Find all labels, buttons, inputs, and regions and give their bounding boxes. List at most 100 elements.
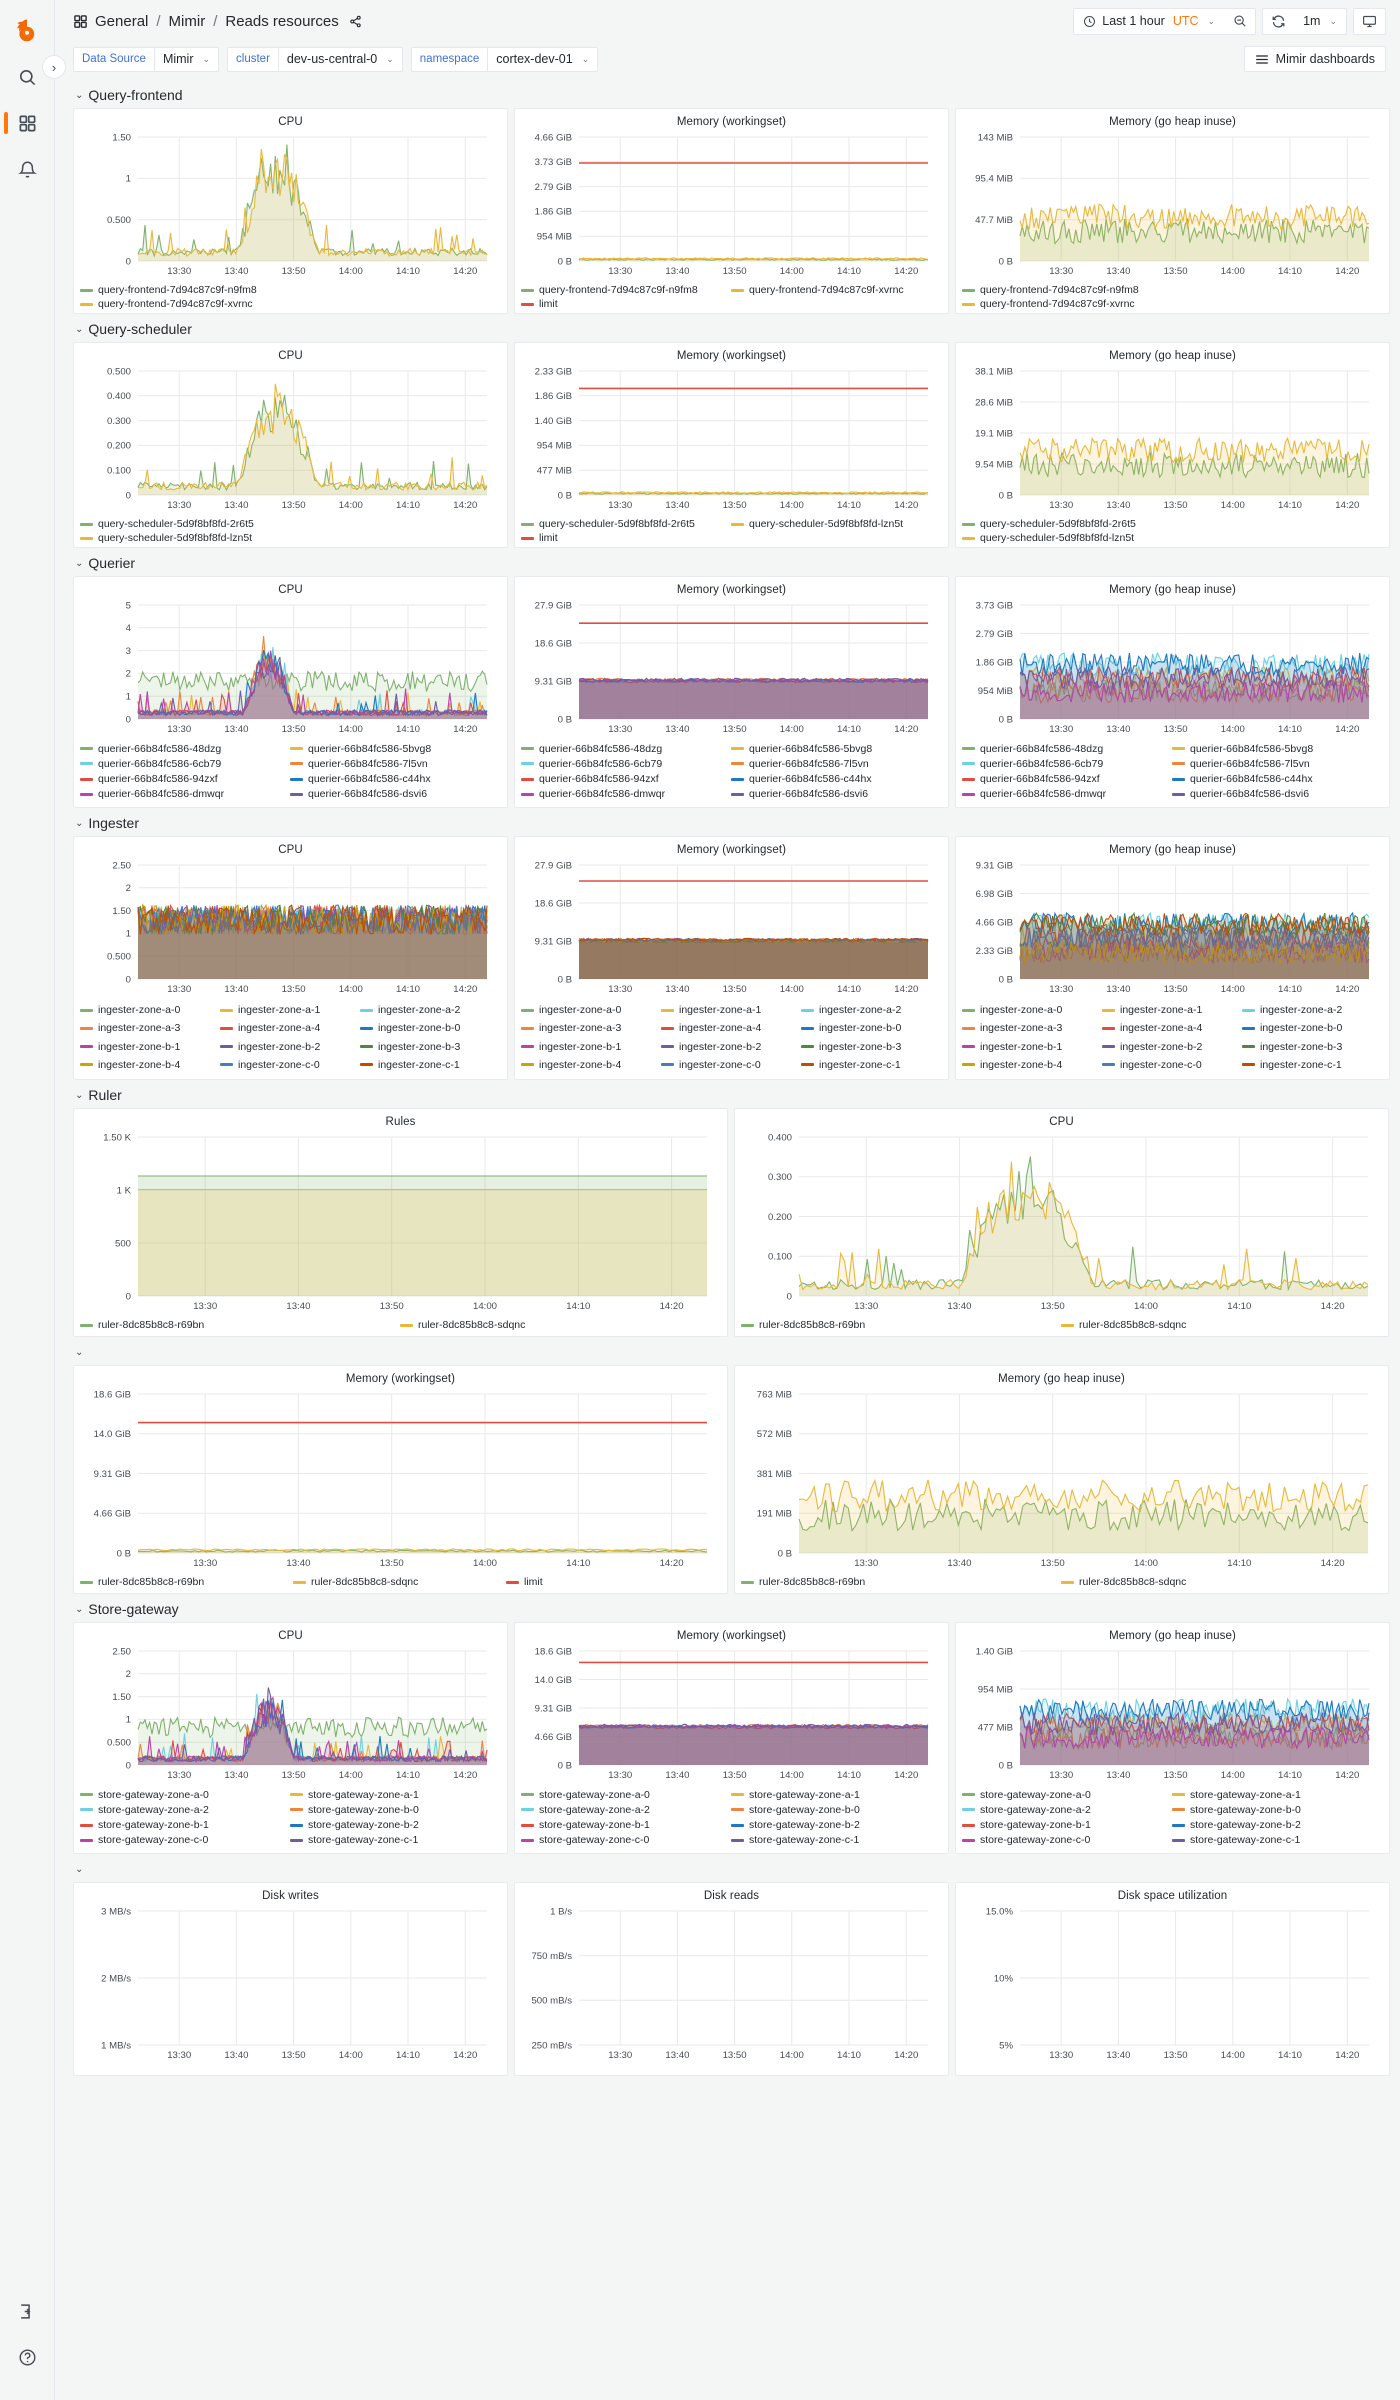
legend-item[interactable]: query-frontend-7d94c87c9f-n9fm8 [80, 283, 501, 297]
panel-chart[interactable]: 0.500 0.400 0.300 0.200 0.100 0 13:30 13:40 13:5… [74, 365, 507, 515]
legend-item[interactable]: querier-66b84fc586-dsvi6 [290, 787, 500, 802]
panel-memory-workingset[interactable]: Memory (workingset) 27.9 GiB 18.6 GiB 9.31 … [514, 836, 949, 1080]
row-header-query-scheduler[interactable]: ⌄ Query-scheduler [75, 318, 1390, 340]
legend-item[interactable]: query-frontend-7d94c87c9f-n9fm8 [521, 283, 731, 297]
legend-item[interactable]: store-gateway-zone-b-2 [1172, 1818, 1382, 1833]
panel-disk-writes[interactable]: Disk writes 3 MB/s 2 MB/s 1 MB/s 13:30 13:40 1… [73, 1882, 508, 2076]
legend-item[interactable]: query-frontend-7d94c87c9f-xvrnc [731, 283, 941, 297]
panel-chart[interactable]: 3 MB/s 2 MB/s 1 MB/s 13:30 13:40 13:50 14:00 14… [74, 1905, 507, 2065]
breadcrumb-dashboard[interactable]: Reads resources [225, 12, 339, 30]
panel-chart[interactable]: 27.9 GiB 18.6 GiB 9.31 GiB 0 B 13:30 13:40 13:… [515, 599, 948, 739]
panel-chart[interactable]: 1.50 K 1 K 500 0 13:30 13:40 13:50 14:00 14:10 14… [74, 1131, 727, 1316]
legend-item[interactable]: store-gateway-zone-b-0 [731, 1802, 941, 1817]
legend-item[interactable]: ingester-zone-a-3 [521, 1019, 661, 1037]
panel-memory-go-heap-inuse[interactable]: Memory (go heap inuse) 1.40 GiB 954 MiB 477… [955, 1622, 1390, 1854]
row-header-untitled-7[interactable]: ⌄ [75, 1858, 1390, 1880]
panel-chart[interactable]: 38.1 MiB 28.6 MiB 19.1 MiB 9.54 MiB 0 B 13:30… [956, 365, 1389, 515]
panel-memory-go-heap-inuse[interactable]: Memory (go heap inuse) 38.1 MiB 28.6 MiB 19… [955, 342, 1390, 548]
panel-memory-workingset[interactable]: Memory (workingset) 27.9 GiB 18.6 GiB 9.31 … [514, 576, 949, 808]
legend-item[interactable]: querier-66b84fc586-c44hx [731, 772, 941, 787]
legend-item[interactable]: query-scheduler-5d9f8bf8fd-2r6t5 [80, 517, 501, 531]
legend-item[interactable]: ingester-zone-c-0 [220, 1056, 360, 1074]
panel-chart[interactable]: 3.73 GiB 2.79 GiB 1.86 GiB 954 MiB 0 B 13:30 1… [956, 599, 1389, 739]
legend-item[interactable]: query-scheduler-5d9f8bf8fd-2r6t5 [962, 517, 1383, 531]
legend-item[interactable]: ingester-zone-a-3 [80, 1019, 220, 1037]
legend-item[interactable]: ruler-8dc85b8c8-r69bn [741, 1575, 1061, 1589]
legend-item[interactable]: querier-66b84fc586-dmwqr [80, 787, 290, 802]
legend-item[interactable]: query-scheduler-5d9f8bf8fd-lzn5t [731, 517, 941, 531]
legend-item[interactable]: store-gateway-zone-a-0 [80, 1787, 290, 1802]
panel-chart[interactable]: 15.0% 10% 5% 13:30 13:40 13:50 14:00 14:10 14:20 [956, 1905, 1389, 2065]
legend-item[interactable]: ingester-zone-b-3 [801, 1038, 941, 1056]
panel-memory-workingset[interactable]: Memory (workingset) 18.6 GiB 14.0 GiB 9.31 … [514, 1622, 949, 1854]
row-header-ingester[interactable]: ⌄ Ingester [75, 812, 1390, 834]
panel-memory-go-heap-inuse[interactable]: Memory (go heap inuse) 143 MiB 95.4 MiB 47.… [955, 108, 1390, 314]
legend-item[interactable]: ingester-zone-c-1 [1242, 1056, 1382, 1074]
legend-item[interactable]: ruler-8dc85b8c8-sdqnc [1061, 1575, 1381, 1589]
panel-chart[interactable]: 0.400 0.300 0.200 0.100 0 13:30 13:40 13:50 14:0… [735, 1131, 1388, 1316]
zoom-out-button[interactable] [1224, 9, 1255, 34]
legend-item[interactable]: querier-66b84fc586-5bvg8 [290, 741, 500, 756]
legend-item[interactable]: limit [521, 531, 731, 545]
legend-item[interactable]: store-gateway-zone-a-0 [521, 1787, 731, 1802]
share-nodes-icon[interactable] [349, 15, 362, 28]
legend-item[interactable]: ruler-8dc85b8c8-sdqnc [400, 1318, 720, 1332]
panel-chart[interactable]: 763 MiB 572 MiB 381 MiB 191 MiB 0 B 13:30 13:4… [735, 1388, 1388, 1573]
panel-chart[interactable]: 18.6 GiB 14.0 GiB 9.31 GiB 4.66 GiB 0 B 13:30… [515, 1645, 948, 1785]
panel-memory-workingset[interactable]: Memory (workingset) 4.66 GiB 3.73 GiB 2.79 … [514, 108, 949, 314]
legend-item[interactable]: store-gateway-zone-c-0 [962, 1833, 1172, 1848]
row-header-ruler[interactable]: ⌄ Ruler [75, 1084, 1390, 1106]
sidebar-item-help[interactable] [0, 2334, 55, 2380]
legend-item[interactable]: store-gateway-zone-a-2 [80, 1802, 290, 1817]
panel-chart[interactable]: 5 4 3 2 1 0 13:30 13:40 13:50 14:00 14:10 14:20 [74, 599, 507, 739]
legend-item[interactable]: ingester-zone-b-2 [1102, 1038, 1242, 1056]
legend-item[interactable]: store-gateway-zone-c-1 [731, 1833, 941, 1848]
panel-chart[interactable]: 143 MiB 95.4 MiB 47.7 MiB 0 B 13:30 13:40 13:5… [956, 131, 1389, 281]
legend-item[interactable]: querier-66b84fc586-48dzg [962, 741, 1172, 756]
breadcrumb-group[interactable]: Mimir [168, 12, 206, 30]
legend-item[interactable]: querier-66b84fc586-5bvg8 [1172, 741, 1382, 756]
legend-item[interactable]: ingester-zone-c-1 [360, 1056, 500, 1074]
legend-item[interactable]: querier-66b84fc586-dsvi6 [1172, 787, 1382, 802]
legend-item[interactable]: store-gateway-zone-b-1 [80, 1818, 290, 1833]
panel-disk-space-utilization[interactable]: Disk space utilization 15.0% 10% 5% 13:30 13:… [955, 1882, 1390, 2076]
legend-item[interactable]: ingester-zone-c-0 [1102, 1056, 1242, 1074]
row-header-query-frontend[interactable]: ⌄ Query-frontend [75, 84, 1390, 106]
panel-chart[interactable]: 18.6 GiB 14.0 GiB 9.31 GiB 4.66 GiB 0 B 13:30… [74, 1388, 727, 1573]
legend-item[interactable]: ingester-zone-c-1 [801, 1056, 941, 1074]
expand-sidebar-button[interactable]: › [42, 55, 66, 79]
legend-item[interactable]: querier-66b84fc586-48dzg [80, 741, 290, 756]
legend-item[interactable]: querier-66b84fc586-7l5vn [731, 756, 941, 771]
legend-item[interactable]: querier-66b84fc586-6cb79 [521, 756, 731, 771]
legend-item[interactable]: ruler-8dc85b8c8-sdqnc [1061, 1318, 1381, 1332]
legend-item[interactable]: ingester-zone-a-1 [220, 1001, 360, 1019]
legend-item[interactable]: ingester-zone-b-1 [80, 1038, 220, 1056]
row-header-store-gateway[interactable]: ⌄ Store-gateway [75, 1598, 1390, 1620]
panel-memory-workingset[interactable]: Memory (workingset) 18.6 GiB 14.0 GiB 9.31 … [73, 1365, 728, 1594]
legend-item[interactable]: querier-66b84fc586-7l5vn [290, 756, 500, 771]
legend-item[interactable]: ingester-zone-b-2 [661, 1038, 801, 1056]
legend-item[interactable]: querier-66b84fc586-c44hx [1172, 772, 1382, 787]
panel-memory-workingset[interactable]: Memory (workingset) 2.33 GiB 1.86 GiB 1.40 … [514, 342, 949, 548]
legend-item[interactable]: ingester-zone-b-0 [801, 1019, 941, 1037]
legend-item[interactable]: store-gateway-zone-c-0 [521, 1833, 731, 1848]
panel-cpu[interactable]: CPU 0.500 0.400 0.300 0.200 0.100 0 13:30 13:40 1… [73, 342, 508, 548]
legend-item[interactable]: ingester-zone-a-2 [1242, 1001, 1382, 1019]
legend-item[interactable]: store-gateway-zone-b-2 [731, 1818, 941, 1833]
legend-item[interactable]: ingester-zone-b-4 [962, 1056, 1102, 1074]
legend-item[interactable]: ingester-zone-b-1 [962, 1038, 1102, 1056]
legend-item[interactable]: ingester-zone-a-4 [1102, 1019, 1242, 1037]
legend-item[interactable]: querier-66b84fc586-94zxf [521, 772, 731, 787]
legend-item[interactable]: query-frontend-7d94c87c9f-n9fm8 [962, 283, 1383, 297]
legend-item[interactable]: querier-66b84fc586-dmwqr [962, 787, 1172, 802]
legend-item[interactable]: store-gateway-zone-c-1 [290, 1833, 500, 1848]
legend-item[interactable]: ingester-zone-b-4 [521, 1056, 661, 1074]
legend-item[interactable]: ingester-zone-a-2 [801, 1001, 941, 1019]
legend-item[interactable]: store-gateway-zone-a-2 [962, 1802, 1172, 1817]
legend-item[interactable]: ingester-zone-b-2 [220, 1038, 360, 1056]
legend-item[interactable]: querier-66b84fc586-48dzg [521, 741, 731, 756]
legend-item[interactable]: querier-66b84fc586-94zxf [80, 772, 290, 787]
legend-item[interactable]: query-frontend-7d94c87c9f-xvrnc [80, 297, 501, 311]
legend-item[interactable]: ingester-zone-a-0 [80, 1001, 220, 1019]
legend-item[interactable]: limit [521, 297, 731, 311]
